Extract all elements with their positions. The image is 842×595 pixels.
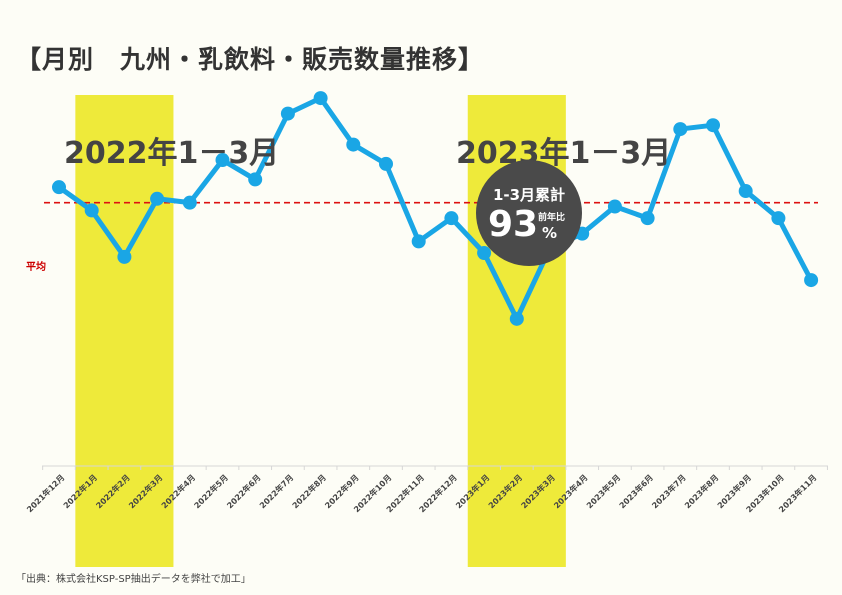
data-point xyxy=(444,211,459,226)
x-tick-label: 2023年5月 xyxy=(584,472,622,510)
x-axis xyxy=(42,465,828,470)
data-point xyxy=(117,249,132,264)
x-tick-label: 2023年7月 xyxy=(650,472,688,510)
source-note: 「出典：株式会社KSP-SP抽出データを弊社で加工」 xyxy=(16,574,251,585)
x-tick-label: 2023年6月 xyxy=(617,472,655,510)
chart-title: 【月別 九州・乳飲料・販売数量推移】 xyxy=(16,45,485,74)
average-label: 平均 xyxy=(26,262,46,273)
data-point xyxy=(346,137,361,152)
data-point xyxy=(738,184,753,199)
data-point xyxy=(248,172,263,187)
data-point xyxy=(706,118,720,133)
data-point xyxy=(313,91,328,106)
badge-unit: % xyxy=(542,224,558,242)
data-point xyxy=(509,311,524,326)
data-point xyxy=(182,195,197,210)
data-point xyxy=(673,122,688,137)
data-point xyxy=(607,199,622,214)
x-tick-label: 2023年8月 xyxy=(682,472,720,510)
data-point xyxy=(379,156,393,171)
data-point xyxy=(280,106,295,121)
badge-sub-label: 前年比 xyxy=(538,213,566,223)
period-label-2022: 2022年1－3月 xyxy=(64,136,280,171)
yoy-badge: 1-3月累計 93 前年比 % xyxy=(476,160,582,266)
x-tick-label: 2022年6月 xyxy=(225,472,263,510)
data-point xyxy=(640,211,655,226)
data-point xyxy=(150,191,165,206)
data-point xyxy=(477,246,492,260)
badge-value: 93 xyxy=(488,204,539,245)
series-points xyxy=(52,91,819,326)
data-point xyxy=(411,234,426,249)
data-point xyxy=(771,211,786,226)
period-label-2023: 2023年1－3月 xyxy=(456,136,672,171)
data-point xyxy=(215,153,230,168)
badge-label: 1-3月累計 xyxy=(492,186,566,204)
x-tick-label: 2022年5月 xyxy=(192,472,230,510)
x-tick-label: 2021年12月 xyxy=(24,472,66,514)
x-tick-label: 2022年7月 xyxy=(257,472,295,510)
highlight-band-1 xyxy=(75,95,174,567)
data-point xyxy=(84,203,99,218)
data-point xyxy=(804,273,819,288)
x-tick-label: 2022年8月 xyxy=(290,472,328,510)
data-point xyxy=(52,180,66,195)
